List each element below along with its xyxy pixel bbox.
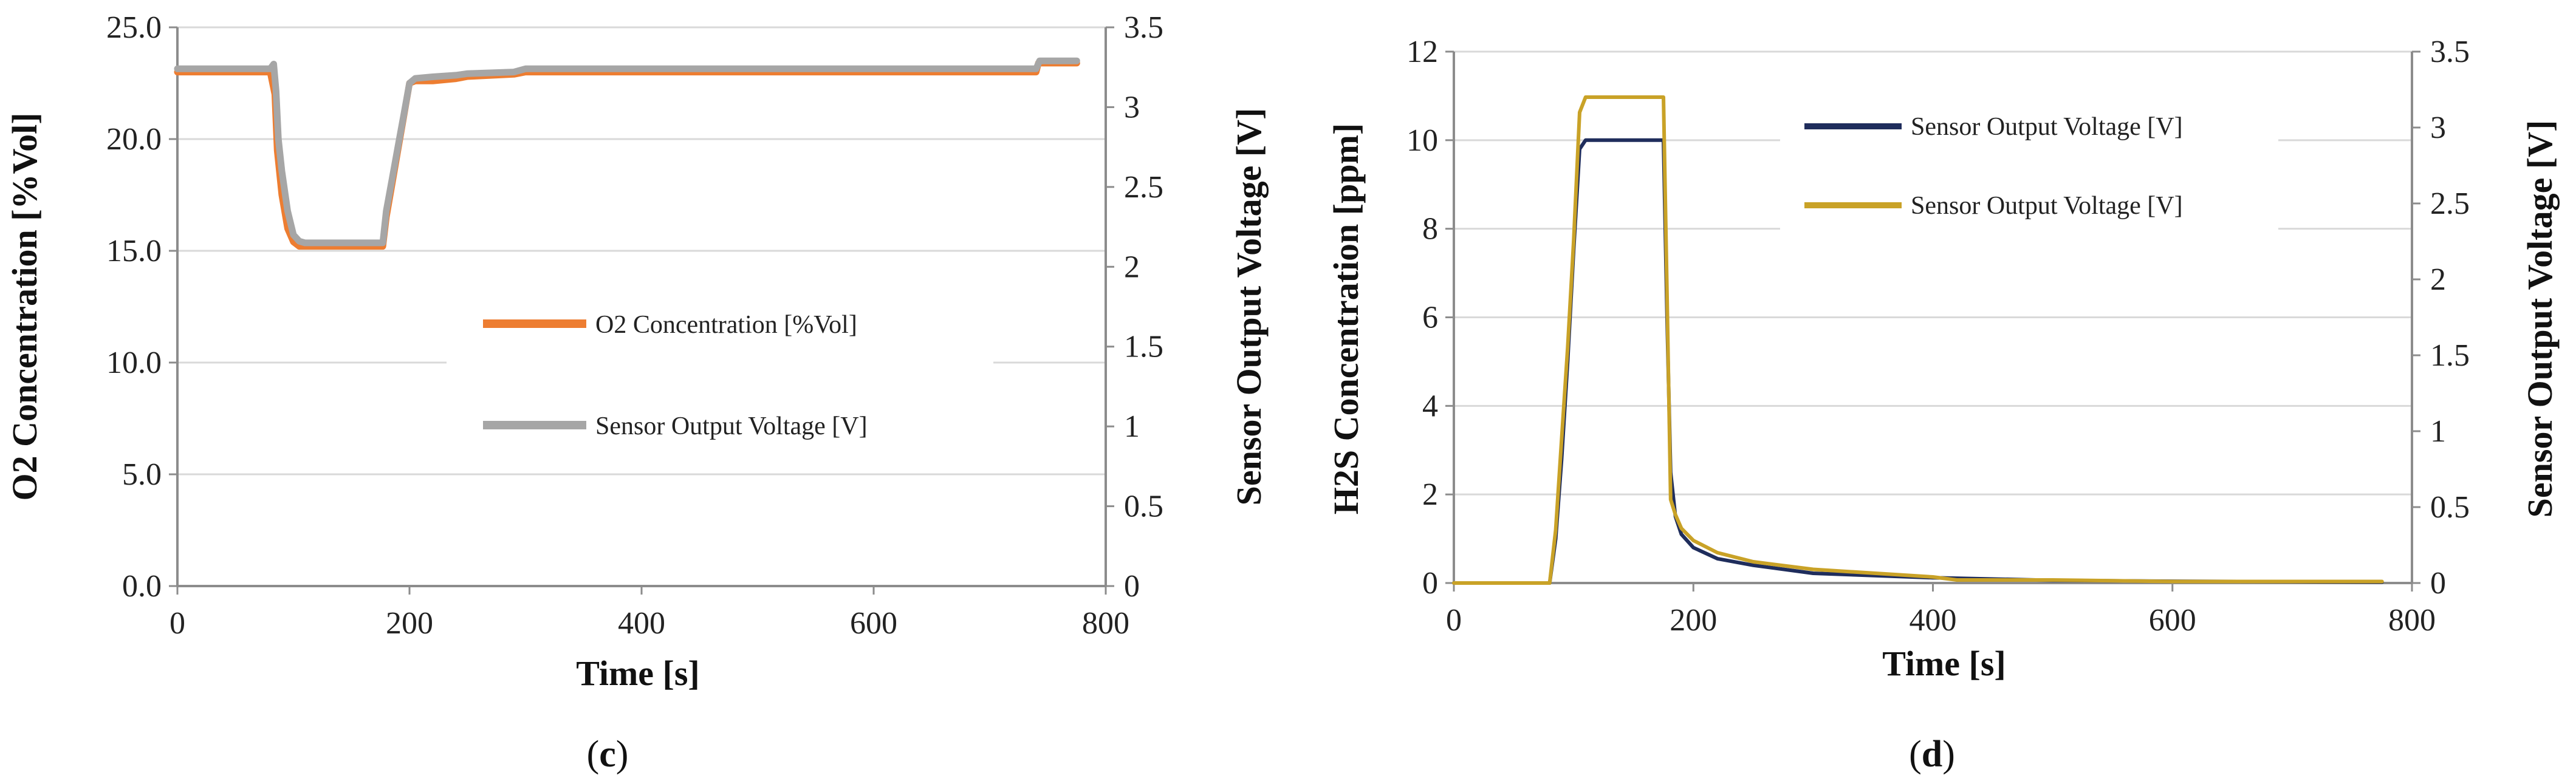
panel-label-c-letter: c [599,734,616,775]
chart-d-y-tick-label: 6 [1422,301,1438,335]
chart-c-y-tick-label: 0.0 [122,569,162,604]
panel-label-c: (c) [587,734,629,775]
chart-d-y-tick-label: 2 [1422,477,1438,512]
chart-c-y2-tick-label: 3.5 [1124,10,1163,45]
chart-d-y-tick-label: 10 [1406,123,1438,158]
chart-d: 0 2 4 6 8 10 12 0 0.5 1 1.5 2 2.5 3 3.5 0 200 400 600 800 S… [1326,35,2560,775]
chart-c-y-tick-label: 20.0 [106,122,162,157]
chart-c-x-tick-label: 400 [618,606,665,641]
chart-c-x-tick-label: 0 [170,606,185,641]
chart-d-x-tick-label: 800 [2388,603,2436,638]
chart-d-y-tick-label: 4 [1422,389,1438,423]
chart-c-x-tick-label: 200 [386,606,433,641]
chart-d-ticks: 0 2 4 6 8 10 12 0 0.5 1 1.5 2 2.5 3 3.5 0 200 400 600 800 [1406,35,2470,638]
chart-d-y2-title: Sensor Output Voltage [V] [2520,120,2560,518]
chart-d-y2-tick-label: 3.5 [2430,35,2470,69]
chart-c-y-tick-label: 15.0 [106,234,162,268]
chart-d-x-tick-label: 200 [1670,603,1717,638]
chart-c-y2-tick-label: 3 [1124,90,1140,124]
chart-c-y2-tick-label: 2 [1124,250,1140,284]
chart-d-y2-tick-label: 2.5 [2430,186,2470,221]
chart-d-x-tick-label: 400 [1910,603,1957,638]
chart-c-legend: O2 Concentration [%Vol] Sensor Output Vo… [447,307,993,462]
chart-c-y2-tick-label: 0 [1124,569,1140,604]
chart-d-legend-label-0: Sensor Output Voltage [V] [1911,113,2183,141]
chart-c-legend-label-1: Sensor Output Voltage [V] [595,412,868,440]
chart-c-x-tick-label: 800 [1082,606,1129,641]
chart-d-y-tick-label: 0 [1422,566,1438,601]
chart-d-y2-tick-label: 1.5 [2430,338,2470,373]
chart-d-y2-tick-label: 0 [2430,566,2446,601]
chart-d-y-title: H2S Concentration [ppm] [1326,123,1366,514]
chart-c-y-tick-label: 10.0 [106,346,162,380]
chart-c: 0.0 5.0 10.0 15.0 20.0 25.0 0 0.5 1 1.5 2 2.5 3 3.5 0 2… [5,10,1269,775]
chart-c-y2-tick-label: 2.5 [1124,170,1163,205]
chart-c-series [174,57,1080,250]
chart-c-series-0-line [174,60,1080,250]
chart-d-legend: Sensor Output Voltage [V] Sensor Output … [1780,100,2278,234]
chart-c-x-title: Time [s] [576,653,700,693]
chart-c-series-1-line [174,57,1080,247]
chart-d-y-tick-label: 12 [1406,35,1438,69]
chart-c-y2-tick-label: 1 [1124,409,1140,444]
chart-d-series-1-line [1452,95,2384,585]
chart-c-legend-bg [447,307,993,462]
chart-c-x-tick-label: 600 [850,606,897,641]
chart-d-y2-tick-label: 2 [2430,262,2446,297]
chart-d-y2-tick-label: 1 [2430,414,2446,449]
chart-d-y2-tick-label: 3 [2430,111,2446,145]
chart-d-x-title: Time [s] [1882,644,2006,683]
chart-c-y2-title: Sensor Output Voltage [V] [1229,108,1269,506]
chart-d-legend-label-1: Sensor Output Voltage [V] [1911,192,2183,220]
chart-c-ticks: 0.0 5.0 10.0 15.0 20.0 25.0 0 0.5 1 1.5 2 2.5 3 3.5 0 2… [106,10,1163,641]
chart-c-y-tick-label: 25.0 [106,10,162,45]
chart-d-x-tick-label: 0 [1446,603,1462,638]
panel-label-d: (d) [1909,734,1955,775]
chart-c-y2-tick-label: 0.5 [1124,489,1163,524]
chart-c-y-tick-label: 5.0 [122,457,162,492]
chart-d-legend-bg [1780,100,2278,234]
chart-d-x-tick-label: 600 [2149,603,2196,638]
panel-label-d-letter: d [1922,734,1942,775]
chart-d-y-tick-label: 8 [1422,212,1438,247]
chart-c-legend-label-0: O2 Concentration [%Vol] [595,311,857,339]
chart-c-y-title: O2 Concentration [%Vol] [5,112,44,500]
chart-d-series [1452,95,2384,585]
chart-c-y2-tick-label: 1.5 [1124,330,1163,364]
chart-d-y2-tick-label: 0.5 [2430,490,2470,525]
